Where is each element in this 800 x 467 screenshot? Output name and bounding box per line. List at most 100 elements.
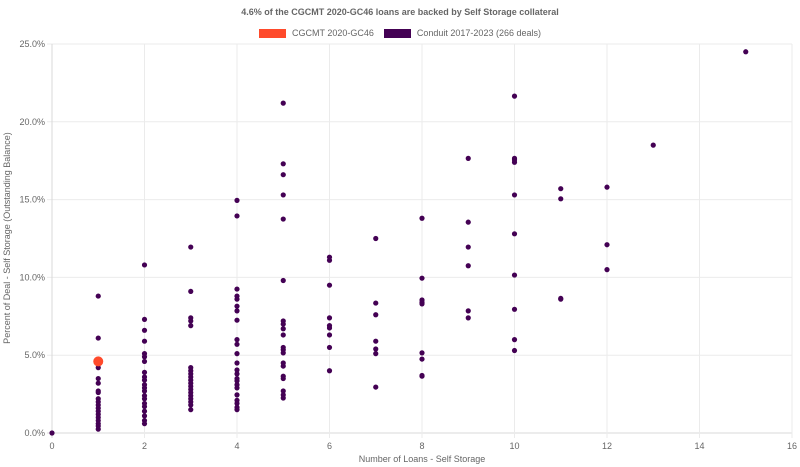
data-point[interactable] (280, 161, 286, 167)
data-point[interactable] (141, 408, 148, 414)
data-point[interactable] (280, 395, 286, 401)
data-point[interactable] (419, 215, 425, 221)
data-point[interactable] (141, 316, 148, 323)
data-point[interactable] (234, 303, 240, 309)
data-point[interactable] (558, 186, 564, 192)
data-point[interactable] (234, 385, 240, 391)
data-point[interactable] (280, 321, 286, 327)
data-point[interactable] (280, 326, 286, 332)
data-point[interactable] (465, 244, 471, 250)
data-point[interactable] (234, 213, 240, 219)
data-point[interactable] (419, 301, 425, 307)
data-point[interactable] (188, 402, 194, 408)
data-point[interactable] (95, 335, 101, 341)
data-point[interactable] (280, 363, 286, 369)
data-point[interactable] (234, 360, 240, 366)
data-point[interactable] (511, 93, 518, 99)
data-point[interactable] (419, 350, 425, 356)
data-point[interactable] (234, 296, 240, 302)
data-point[interactable] (95, 426, 101, 432)
data-point[interactable] (511, 337, 518, 343)
data-point[interactable] (95, 380, 101, 386)
data-point[interactable] (465, 263, 471, 269)
data-point[interactable] (280, 172, 286, 178)
data-point[interactable] (141, 327, 148, 333)
data-point[interactable] (326, 332, 333, 338)
data-point[interactable] (234, 317, 240, 323)
data-point[interactable] (373, 351, 379, 357)
data-point[interactable] (188, 407, 194, 413)
data-point[interactable] (511, 192, 518, 198)
data-point[interactable] (558, 196, 564, 202)
data-point[interactable] (141, 388, 148, 394)
data-point[interactable] (234, 337, 240, 343)
data-point[interactable] (141, 403, 148, 410)
data-point[interactable] (234, 351, 240, 357)
data-point[interactable] (234, 392, 240, 398)
data-point[interactable] (373, 235, 379, 242)
data-point[interactable] (141, 369, 148, 375)
data-point[interactable] (326, 282, 333, 288)
highlight-data-point[interactable] (93, 356, 104, 367)
data-point[interactable] (650, 142, 656, 148)
data-point[interactable] (373, 338, 379, 344)
data-point[interactable] (465, 315, 471, 321)
data-point[interactable] (280, 388, 286, 394)
data-point[interactable] (234, 286, 240, 292)
data-point[interactable] (604, 267, 610, 273)
data-point[interactable] (141, 377, 148, 383)
data-point[interactable] (49, 430, 55, 436)
data-point[interactable] (511, 272, 518, 278)
data-point[interactable] (743, 49, 749, 55)
legend-item-conduit[interactable]: Conduit 2017-2023 (266 deals) (383, 28, 541, 38)
data-point[interactable] (511, 159, 518, 165)
data-point[interactable] (95, 375, 101, 382)
data-point[interactable] (373, 384, 379, 390)
data-point[interactable] (326, 344, 333, 351)
data-point[interactable] (373, 300, 379, 306)
data-point[interactable] (234, 197, 240, 203)
data-point[interactable] (95, 389, 101, 396)
data-point[interactable] (511, 231, 518, 237)
data-point[interactable] (234, 341, 240, 347)
data-point[interactable] (280, 216, 286, 222)
data-point[interactable] (188, 244, 194, 250)
data-point[interactable] (234, 371, 240, 377)
data-point[interactable] (419, 373, 425, 379)
data-point[interactable] (141, 396, 148, 402)
data-point[interactable] (373, 312, 379, 318)
data-point[interactable] (326, 325, 333, 331)
data-point[interactable] (419, 275, 425, 281)
data-point[interactable] (465, 308, 471, 314)
data-point[interactable] (604, 184, 610, 190)
data-point[interactable] (188, 288, 194, 295)
data-point[interactable] (141, 421, 148, 427)
data-point[interactable] (234, 407, 240, 413)
data-point[interactable] (141, 338, 148, 344)
data-point[interactable] (465, 219, 471, 225)
data-point[interactable] (511, 347, 518, 354)
legend-item-cgcmt[interactable]: CGCMT 2020-GC46 (259, 28, 374, 38)
data-point[interactable] (604, 242, 610, 248)
data-point[interactable] (280, 332, 286, 338)
data-point[interactable] (280, 375, 286, 382)
data-point[interactable] (234, 378, 240, 384)
data-point[interactable] (419, 356, 425, 362)
data-point[interactable] (141, 413, 148, 419)
data-point[interactable] (558, 296, 564, 302)
data-point[interactable] (511, 306, 518, 312)
data-point[interactable] (326, 315, 333, 321)
data-point[interactable] (280, 192, 286, 198)
data-point[interactable] (95, 365, 101, 371)
data-point[interactable] (234, 367, 240, 373)
data-point[interactable] (326, 368, 333, 374)
data-point[interactable] (234, 308, 240, 314)
data-point[interactable] (234, 400, 240, 407)
data-point[interactable] (188, 318, 194, 324)
data-point[interactable] (95, 293, 101, 299)
data-point[interactable] (280, 277, 286, 284)
data-point[interactable] (188, 323, 194, 329)
data-point[interactable] (280, 350, 286, 356)
data-point[interactable] (326, 257, 333, 263)
data-point[interactable] (465, 155, 471, 161)
